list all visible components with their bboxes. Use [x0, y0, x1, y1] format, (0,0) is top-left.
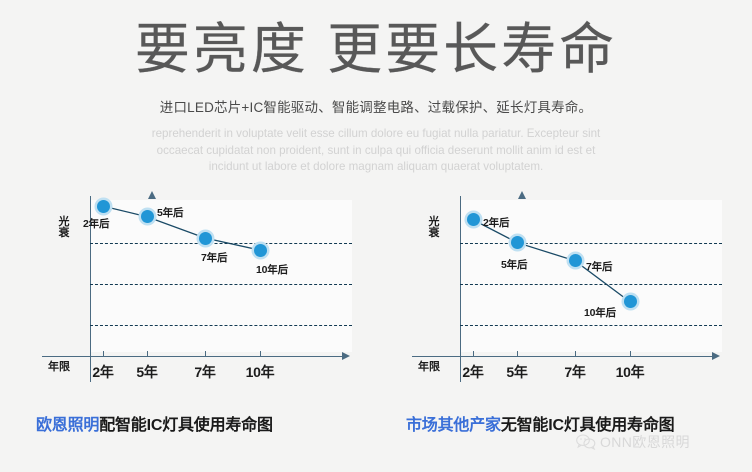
x-axis-tick: [147, 351, 148, 356]
x-axis-tick-label: 2年: [92, 364, 114, 380]
y-axis: [90, 191, 156, 382]
x-axis-tick-label: 7年: [564, 364, 586, 380]
data-point-marker: [510, 236, 524, 250]
x-axis-tick-label: 10年: [615, 364, 645, 380]
y-axis: [460, 191, 526, 382]
data-point-marker: [198, 231, 212, 245]
x-axis-tick: [473, 351, 474, 356]
data-point-marker: [140, 210, 154, 224]
x-axis-label: 年限: [48, 361, 70, 373]
data-point-label: 7年后: [586, 260, 613, 273]
x-axis-tick-label: 5年: [136, 364, 158, 380]
gridline: [90, 324, 352, 326]
y-axis-label: 光衰: [428, 215, 440, 239]
data-point-label: 2年后: [83, 218, 110, 231]
caption-left-brand: 欧恩照明: [36, 417, 100, 434]
gridline: [460, 324, 722, 326]
gridline: [460, 242, 722, 244]
x-axis: [412, 356, 714, 357]
watermark-text: ONN欧恩照明: [600, 434, 690, 450]
data-point-marker: [568, 254, 582, 268]
chart-other-no-ic: 光衰 年限 2年 5年 7年 10年 2年后 5年后 7年后 10年后: [398, 191, 728, 396]
caption-left: 欧恩照明配智能IC灯具使用寿命图: [36, 411, 273, 435]
x-axis-tick: [517, 351, 518, 356]
gridline: [90, 242, 352, 244]
caption-right-text: 无智能IC灯具使用寿命图: [500, 417, 675, 434]
data-point-marker: [623, 295, 637, 309]
data-point-marker: [253, 243, 267, 257]
watermark: ONN欧恩照明: [576, 432, 690, 452]
x-axis: [42, 356, 344, 357]
y-axis-label: 光衰: [58, 215, 70, 239]
data-point-marker: [466, 213, 480, 227]
data-point-label: 5年后: [157, 206, 184, 219]
page-subtitle: 进口LED芯片+IC智能驱动、智能调整电路、过载保护、延长灯具寿命。: [159, 100, 593, 115]
x-axis-tick-label: 2年: [462, 364, 484, 380]
wechat-icon: [576, 434, 596, 450]
x-axis-tick: [260, 351, 261, 356]
x-axis-tick: [575, 351, 576, 356]
x-axis-tick-label: 7年: [194, 364, 216, 380]
x-axis-arrow-icon: [712, 352, 720, 360]
caption-right: 市场其他产家无智能IC灯具使用寿命图: [406, 411, 675, 435]
x-axis-tick: [205, 351, 206, 356]
page-title: 要亮度 更要长寿命: [134, 18, 618, 80]
data-point-label: 2年后: [483, 216, 510, 229]
x-axis-arrow-icon: [342, 352, 350, 360]
gridline: [90, 283, 352, 285]
data-point-label: 10年后: [256, 264, 288, 277]
series-line: [472, 219, 631, 303]
gridline: [460, 283, 722, 285]
x-axis-tick-label: 5年: [506, 364, 528, 380]
data-point-label: 5年后: [501, 258, 528, 271]
x-axis-label: 年限: [418, 361, 440, 373]
placeholder-paragraph: reprehenderit in voluptate velit esse ci…: [151, 127, 601, 173]
y-axis-arrow-icon: [518, 191, 526, 199]
y-axis-arrow-icon: [148, 191, 156, 199]
data-point-label: 10年后: [584, 306, 616, 319]
data-point-marker: [96, 199, 110, 213]
caption-left-text: 配智能IC灯具使用寿命图: [99, 417, 273, 434]
x-axis-tick: [630, 351, 631, 356]
series-line: [102, 205, 261, 251]
chart-onn-smart-ic: 光衰 年限 2年 5年 7年 10年 2年后 5年后 7年后 10年后: [28, 191, 358, 396]
x-axis-tick-label: 10年: [245, 364, 275, 380]
plot-background: [90, 200, 352, 352]
data-point-label: 7年后: [201, 252, 228, 264]
caption-right-brand: 市场其他产家: [406, 417, 501, 434]
plot-background: [460, 200, 722, 352]
x-axis-tick: [103, 351, 104, 356]
